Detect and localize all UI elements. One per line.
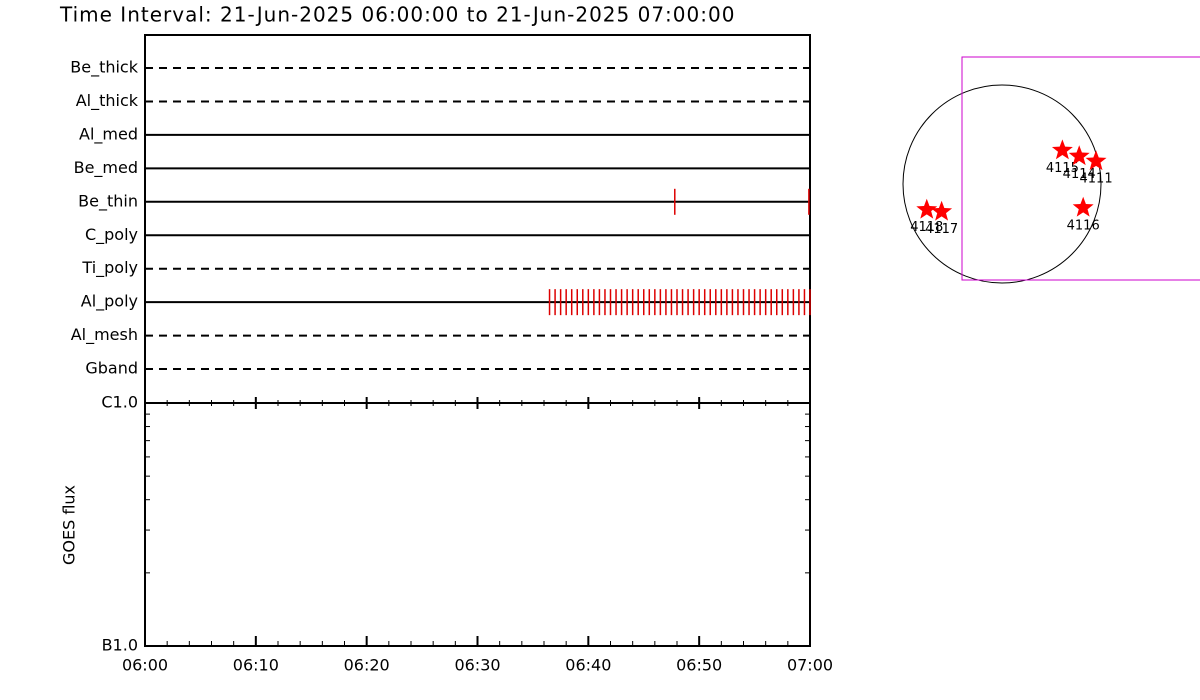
region-label: 4115 (1046, 161, 1079, 176)
row-label: Be_med (74, 158, 138, 178)
region-label: 4116 (1067, 218, 1100, 233)
row-label: Ti_poly (81, 258, 138, 278)
x-tick-label: 06:10 (233, 656, 279, 675)
chart-title: Time Interval: 21-Jun-2025 06:00:00 to 2… (59, 3, 735, 27)
field-of-view (961, 56, 1200, 281)
region-label: 4118 (910, 220, 943, 235)
x-tick-label: 06:20 (344, 656, 390, 675)
row-label: Al_poly (81, 292, 138, 312)
active-region (1068, 145, 1090, 166)
y-axis-label: GOES flux (60, 485, 79, 565)
x-tick-label: 06:50 (676, 656, 722, 675)
region-label: 4111 (1080, 172, 1113, 187)
row-label: Al_thick (76, 91, 139, 111)
active-region (1072, 196, 1094, 217)
x-tick-label: 06:00 (122, 656, 168, 675)
row-label: C_poly (85, 225, 138, 245)
row-label: Be_thin (78, 191, 138, 211)
x-tick-label: 06:40 (565, 656, 611, 675)
active-region (931, 200, 953, 221)
row-label: Gband (85, 359, 138, 378)
region-label: 4117 (925, 222, 958, 237)
x-tick-label: 06:30 (454, 656, 500, 675)
y-tick-label: B1.0 (102, 636, 138, 655)
active-region (916, 198, 938, 219)
region-label: 4114 (1063, 167, 1096, 182)
solar-disk (902, 84, 1102, 284)
row-label: Be_thick (70, 58, 138, 78)
row-label: Al_mesh (71, 325, 138, 345)
row-label: Al_med (79, 124, 138, 144)
active-region (1051, 139, 1073, 160)
y-tick-label: C1.0 (101, 393, 138, 412)
active-region (1085, 150, 1107, 171)
x-tick-label: 07:00 (787, 656, 833, 675)
